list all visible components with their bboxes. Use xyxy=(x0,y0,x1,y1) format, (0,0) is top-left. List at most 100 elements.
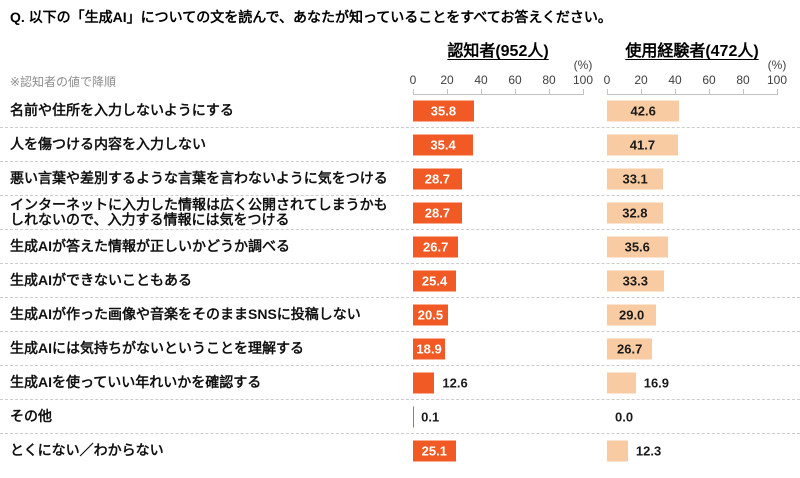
category-label: 生成AIが答えた情報が正しいかどうか調べる xyxy=(10,237,290,254)
plot-cognizer: 25.1 xyxy=(413,434,584,467)
plot-cognizer: 28.7 xyxy=(413,162,584,195)
plot-users: 33.1 xyxy=(607,162,778,195)
axis-tick-label: 0 xyxy=(603,73,611,87)
chart-row: 生成AIが作った画像や音楽をそのままSNSに投稿しない 20.5 29.0 xyxy=(0,298,800,332)
category-label: その他 xyxy=(10,407,52,424)
bar-cognizer: 25.1 xyxy=(413,440,456,461)
category-label: とくにない／わからない xyxy=(10,441,164,458)
bar-value-label: 20.5 xyxy=(417,307,444,322)
category-label: 悪い言葉や差別するような言葉を言わないように気をつける xyxy=(10,169,388,186)
chart-row: その他 0.1 0.0 xyxy=(0,400,800,434)
category-label: 生成AIを使っていい年れいかを確認する xyxy=(10,373,262,390)
bar-cognizer: 28.7 xyxy=(413,168,462,189)
plot-users: 16.9 xyxy=(607,366,778,399)
plot-users: 42.6 xyxy=(607,94,778,127)
bar-value-label: 26.7 xyxy=(423,239,449,254)
plot-users: 0.0 xyxy=(607,400,778,433)
bar-value-label: 42.6 xyxy=(630,103,656,118)
bar-value-label: 12.3 xyxy=(635,443,662,458)
bar-users: 35.6 xyxy=(607,236,668,257)
sort-note: ※認知者の値で降順 xyxy=(10,75,117,89)
plot-users: 29.0 xyxy=(607,298,778,331)
plot-users: 35.6 xyxy=(607,230,778,263)
axis-labels-users: 0 20 40 60 80 100 xyxy=(603,73,787,87)
category-label: インターネットに入力した情報は広く公開されてしまうかもしれないので、入力する情報… xyxy=(10,195,388,228)
axis-tick-mark xyxy=(675,89,676,94)
bar-users: 33.3 xyxy=(607,270,664,291)
axis-tick-label: 80 xyxy=(542,73,556,87)
bar-value-label: 25.1 xyxy=(421,443,447,458)
axis-tick-label: 100 xyxy=(572,73,594,87)
bar-cognizer: 25.4 xyxy=(413,270,457,291)
plot-cognizer: 35.4 xyxy=(413,128,584,161)
bar-value-label: 32.8 xyxy=(622,205,648,220)
bar-users: 29.0 xyxy=(607,304,657,325)
chart-title: Q. 以下の「生成AI」についての文を読んで、あなたが知っていることをすべてお答… xyxy=(10,9,612,25)
plot-cognizer: 28.7 xyxy=(413,196,584,229)
bar-value-label: 25.4 xyxy=(421,273,448,288)
axis-line-cognizer xyxy=(413,89,584,95)
category-label: 生成AIが作った画像や音楽をそのままSNSに投稿しない xyxy=(10,305,361,322)
axis-tick-mark xyxy=(481,89,482,94)
bar-value-label: 41.7 xyxy=(629,137,656,152)
percent-unit-label-cognizer: (%) xyxy=(573,58,593,72)
bar-cognizer xyxy=(413,406,414,427)
bar-cognizer xyxy=(413,372,435,393)
column-header-users: 使用経験者(472人) xyxy=(625,43,759,60)
axis-tick-label: 60 xyxy=(508,73,522,87)
axis-tick-mark xyxy=(413,89,414,94)
axis-tick-mark xyxy=(743,89,744,94)
bar-value-label: 28.7 xyxy=(424,205,451,220)
plot-cognizer: 18.9 xyxy=(413,332,584,365)
axis-tick-mark xyxy=(515,89,516,94)
column-header-cognizer: 認知者(952人) xyxy=(447,43,549,60)
chart-rows: 名前や住所を入力しないようにする 35.8 42.6 人を傷つける内容を入力しな… xyxy=(0,94,800,467)
plot-cognizer: 25.4 xyxy=(413,264,584,297)
bar-value-label: 33.1 xyxy=(622,171,648,186)
bar-users: 41.7 xyxy=(607,134,678,155)
chart-row: 悪い言葉や差別するような言葉を言わないように気をつける 28.7 33.1 xyxy=(0,162,800,196)
axis-tick-label: 40 xyxy=(474,73,488,87)
bar-value-label: 26.7 xyxy=(617,341,643,356)
axis-tick-mark xyxy=(641,89,642,94)
category-label: 生成AIができないこともある xyxy=(10,271,192,288)
axis-tick-mark xyxy=(549,89,550,94)
axis-tick-label: 80 xyxy=(736,73,750,87)
axis-tick-label: 40 xyxy=(668,73,682,87)
axis-line-users xyxy=(607,89,778,95)
axis-tick-mark xyxy=(607,89,608,94)
axis-tick-label: 20 xyxy=(440,73,454,87)
axis-tick-mark xyxy=(709,89,710,94)
category-label: 名前や住所を入力しないようにする xyxy=(10,101,234,118)
bar-cognizer: 35.8 xyxy=(413,100,474,121)
plot-users: 12.3 xyxy=(607,434,778,467)
axis-tick-mark xyxy=(777,89,778,94)
bar-cognizer: 20.5 xyxy=(413,304,448,325)
category-label: 生成AIには気持ちがないということを理解する xyxy=(10,339,304,356)
bar-value-label: 0.0 xyxy=(615,409,634,424)
bar-value-label: 35.8 xyxy=(430,103,457,118)
bar-cognizer: 26.7 xyxy=(413,236,459,257)
plot-cognizer: 26.7 xyxy=(413,230,584,263)
plot-users: 26.7 xyxy=(607,332,778,365)
axis-labels-cognizer: 0 20 40 60 80 100 xyxy=(410,73,593,87)
bar-value-label: 0.1 xyxy=(421,409,440,424)
axis-tick-mark xyxy=(583,89,584,94)
chart-row: インターネットに入力した情報は広く公開されてしまうかもしれないので、入力する情報… xyxy=(0,196,800,230)
category-label: 人を傷つける内容を入力しない xyxy=(10,135,206,152)
bar-users: 33.1 xyxy=(607,168,664,189)
axis-tick-label: 100 xyxy=(766,73,788,87)
bar-cognizer: 28.7 xyxy=(413,202,462,223)
bar-cognizer: 18.9 xyxy=(413,338,446,359)
plot-users: 32.8 xyxy=(607,196,778,229)
bar-value-label: 29.0 xyxy=(618,307,645,322)
bar-value-label: 35.6 xyxy=(624,239,650,254)
chart-row: 生成AIが答えた情報が正しいかどうか調べる 26.7 35.6 xyxy=(0,230,800,264)
bar-users xyxy=(607,372,636,393)
chart-row: 生成AIを使っていい年れいかを確認する 12.6 16.9 xyxy=(0,366,800,400)
bar-value-label: 16.9 xyxy=(643,375,670,390)
chart-row: 名前や住所を入力しないようにする 35.8 42.6 xyxy=(0,94,800,128)
bar-cognizer: 35.4 xyxy=(413,134,474,155)
chart-row: 人を傷つける内容を入力しない 35.4 41.7 xyxy=(0,128,800,162)
